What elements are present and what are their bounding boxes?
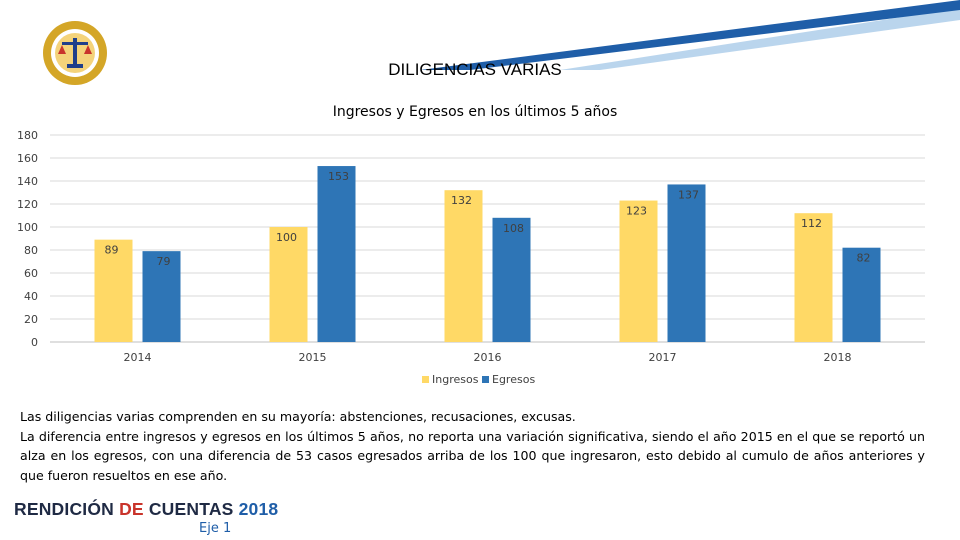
data-label-egresos-2017: 137 (678, 188, 699, 201)
legend-swatch-egresos (482, 376, 489, 383)
bar-egresos-2017 (667, 184, 706, 342)
bar-ingresos-2014 (94, 239, 133, 342)
band-blue-stripe (420, 0, 960, 70)
bars (94, 166, 881, 342)
slide-title: DILIGENCIAS VARIAS (388, 60, 562, 79)
band-light-stripe (560, 8, 960, 70)
bar-egresos-2018 (842, 247, 881, 342)
footer-subtitle: Eje 1 (199, 521, 232, 536)
footer-brand-year: 2018 (238, 499, 279, 519)
data-label-egresos-2014: 79 (157, 255, 171, 268)
x-tick-label: 2016 (474, 351, 502, 364)
data-label-ingresos-2017: 123 (626, 205, 647, 218)
bar-ingresos-2017 (619, 200, 658, 342)
bar-egresos-2016 (492, 217, 531, 342)
y-tick-label: 100 (17, 221, 38, 234)
data-label-ingresos-2018: 112 (801, 217, 822, 230)
description-paragraph-2: La diferencia entre ingresos y egresos e… (20, 428, 925, 483)
x-tick-label: 2017 (649, 351, 677, 364)
band-white-stripe (380, 0, 900, 70)
organo-judicial-logo (43, 21, 107, 85)
footer-brand-part3: CUENTAS (148, 499, 239, 519)
bar-egresos-2014 (142, 251, 181, 342)
bar-egresos-2015 (317, 166, 356, 342)
description-paragraph-1: Las diligencias varias comprenden en su … (20, 409, 576, 424)
data-label-egresos-2015: 153 (328, 170, 349, 183)
bar-ingresos-2016 (444, 190, 483, 342)
footer-brand: RENDICIÓN DE CUENTAS 2018 (14, 499, 278, 520)
y-tick-label: 80 (24, 244, 38, 257)
y-tick-label: 160 (17, 152, 38, 165)
gridlines (50, 134, 925, 343)
legend: Ingresos Egresos (422, 373, 535, 386)
y-tick-label: 120 (17, 198, 38, 211)
y-axis-ticks: 0 20 40 60 80 100 120 140 160 180 (17, 129, 38, 349)
footer-brand-part1: RENDICIÓN (14, 499, 120, 519)
data-label-ingresos-2015: 100 (276, 231, 297, 244)
description-text: Las diligencias varias comprenden en su … (20, 407, 925, 485)
data-label-ingresos-2014: 89 (105, 244, 119, 257)
top-decorative-band (380, 0, 960, 70)
legend-swatch-ingresos (422, 376, 429, 383)
bar-ingresos-2015 (269, 227, 308, 342)
legend-label-egresos: Egresos (492, 373, 535, 386)
x-tick-label: 2018 (824, 351, 852, 364)
bar-chart: 0 20 40 60 80 100 120 140 160 180 89 79 100 153 132 10… (17, 129, 925, 386)
y-tick-label: 60 (24, 267, 38, 280)
y-tick-label: 20 (24, 313, 38, 326)
data-label-egresos-2018: 82 (857, 252, 871, 265)
data-labels: 89 79 100 153 132 108 123 137 112 82 (105, 170, 871, 268)
data-label-egresos-2016: 108 (503, 222, 524, 235)
y-tick-label: 0 (31, 336, 38, 349)
y-tick-label: 180 (17, 129, 38, 142)
legend-label-ingresos: Ingresos (432, 373, 479, 386)
x-tick-label: 2015 (299, 351, 327, 364)
footer-brand-part2: DE (119, 499, 149, 519)
y-tick-label: 140 (17, 175, 38, 188)
bar-ingresos-2018 (794, 213, 833, 342)
data-label-ingresos-2016: 132 (451, 194, 472, 207)
x-tick-label: 2014 (124, 351, 152, 364)
chart-title: Ingresos y Egresos en los últimos 5 años (332, 104, 618, 120)
x-axis-ticks: 2014 2015 2016 2017 2018 (124, 351, 852, 364)
y-tick-label: 40 (24, 290, 38, 303)
